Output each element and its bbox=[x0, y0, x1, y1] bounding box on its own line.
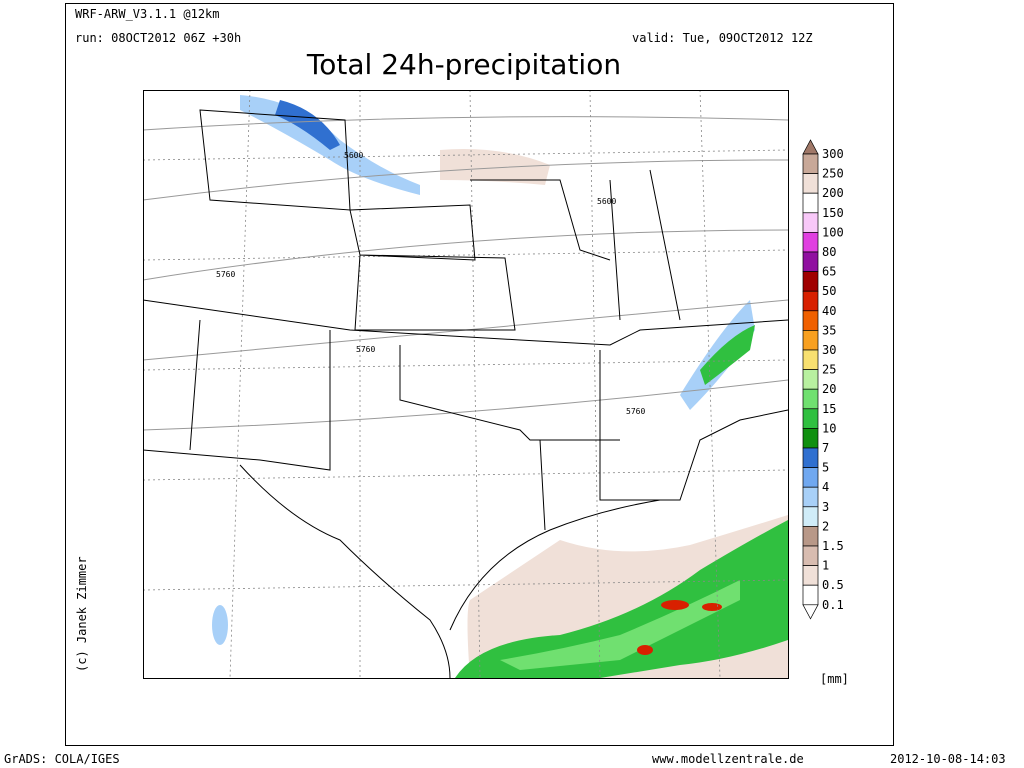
colorbar-swatch bbox=[802, 153, 819, 174]
colorbar-cap bbox=[802, 604, 819, 620]
frame bbox=[65, 3, 894, 746]
colorbar-label: 20 bbox=[822, 382, 836, 396]
credit: (c) Janek Zimmer bbox=[75, 556, 89, 672]
colorbar-swatch bbox=[802, 467, 819, 488]
colorbar-swatch bbox=[802, 212, 819, 233]
colorbar-label: 300 bbox=[822, 147, 844, 161]
footer-right: 2012-10-08-14:03 bbox=[890, 752, 1006, 766]
colorbar-swatch bbox=[802, 271, 819, 292]
colorbar-swatch bbox=[802, 349, 819, 370]
colorbar-label: 200 bbox=[822, 186, 844, 200]
footer-left: GrADS: COLA/IGES bbox=[4, 752, 120, 766]
colorbar-label: 100 bbox=[822, 225, 844, 239]
colorbar-label: 10 bbox=[822, 421, 836, 435]
colorbar-label: 35 bbox=[822, 323, 836, 337]
colorbar-label: 0.5 bbox=[822, 578, 844, 592]
contour-label: 5760 bbox=[356, 345, 375, 354]
colorbar-label: 0.1 bbox=[822, 598, 844, 612]
contour-label: 5760 bbox=[216, 270, 235, 279]
colorbar-label: 30 bbox=[822, 343, 836, 357]
colorbar-swatch bbox=[802, 486, 819, 508]
contour-label: 5600 bbox=[597, 197, 616, 206]
contour-label: 5760 bbox=[626, 407, 645, 416]
colorbar-cap bbox=[802, 139, 819, 155]
colorbar-label: 80 bbox=[822, 245, 836, 259]
colorbar-label: 25 bbox=[822, 363, 836, 377]
colorbar-swatch bbox=[802, 565, 819, 586]
colorbar-label: 1 bbox=[822, 559, 829, 573]
model-label: WRF-ARW_V3.1.1 @12km bbox=[75, 7, 220, 21]
colorbar-swatch bbox=[802, 584, 819, 606]
colorbar-swatch bbox=[802, 310, 819, 331]
colorbar-label: 50 bbox=[822, 284, 836, 298]
colorbar-unit: [mm] bbox=[820, 672, 849, 686]
colorbar-swatch bbox=[802, 447, 819, 468]
colorbar-swatch bbox=[802, 251, 819, 272]
colorbar-label: 15 bbox=[822, 402, 836, 416]
title: Total 24h-precipitation bbox=[306, 48, 621, 81]
colorbar-label: 250 bbox=[822, 167, 844, 181]
colorbar-swatch bbox=[802, 545, 819, 566]
colorbar-swatch bbox=[802, 330, 819, 351]
colorbar-swatch bbox=[802, 173, 819, 194]
run-label: run: 08OCT2012 06Z +30h bbox=[75, 31, 241, 45]
colorbar-label: 150 bbox=[822, 206, 844, 220]
colorbar-swatch bbox=[802, 408, 819, 429]
colorbar: 300 250 200 150 100 80 65 50 40 35 30 25 20 15 10 7 5 4 3 2… bbox=[802, 139, 844, 620]
colorbar-label: 3 bbox=[822, 500, 829, 514]
contour-label: 5600 bbox=[344, 151, 363, 160]
valid-label: valid: Tue, 09OCT2012 12Z bbox=[632, 31, 813, 45]
colorbar-label: 2 bbox=[822, 519, 829, 533]
colorbar-swatch bbox=[802, 192, 819, 214]
footer-center: www.modellzentrale.de bbox=[652, 752, 804, 766]
colorbar-swatch bbox=[802, 506, 819, 527]
colorbar-label: 5 bbox=[822, 461, 829, 475]
colorbar-label: 65 bbox=[822, 265, 836, 279]
colorbar-swatch bbox=[802, 526, 819, 547]
colorbar-swatch bbox=[802, 369, 819, 390]
colorbar-swatch bbox=[802, 290, 819, 312]
colorbar-label: 1.5 bbox=[822, 539, 844, 553]
colorbar-swatch bbox=[802, 428, 819, 449]
map-border bbox=[143, 90, 789, 679]
colorbar-label: 40 bbox=[822, 304, 836, 318]
colorbar-label: 4 bbox=[822, 480, 829, 494]
colorbar-swatch bbox=[802, 232, 819, 253]
map bbox=[142, 89, 789, 679]
colorbar-swatch bbox=[802, 388, 819, 410]
colorbar-label: 7 bbox=[822, 441, 829, 455]
